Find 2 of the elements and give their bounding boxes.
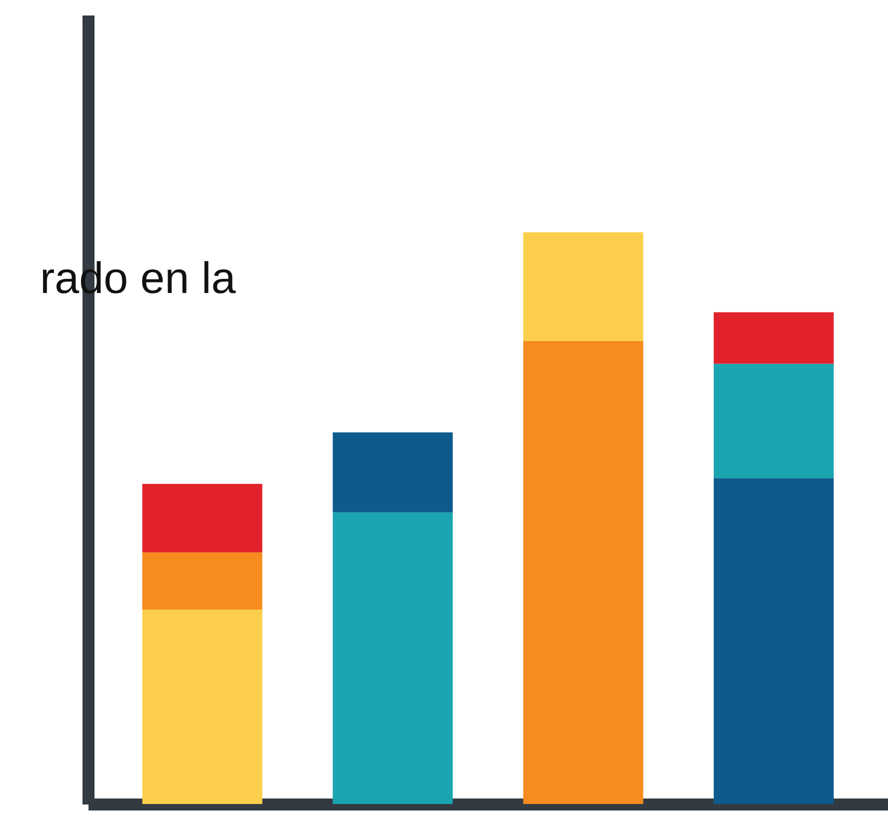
bar	[142, 484, 262, 552]
bar	[714, 312, 834, 364]
